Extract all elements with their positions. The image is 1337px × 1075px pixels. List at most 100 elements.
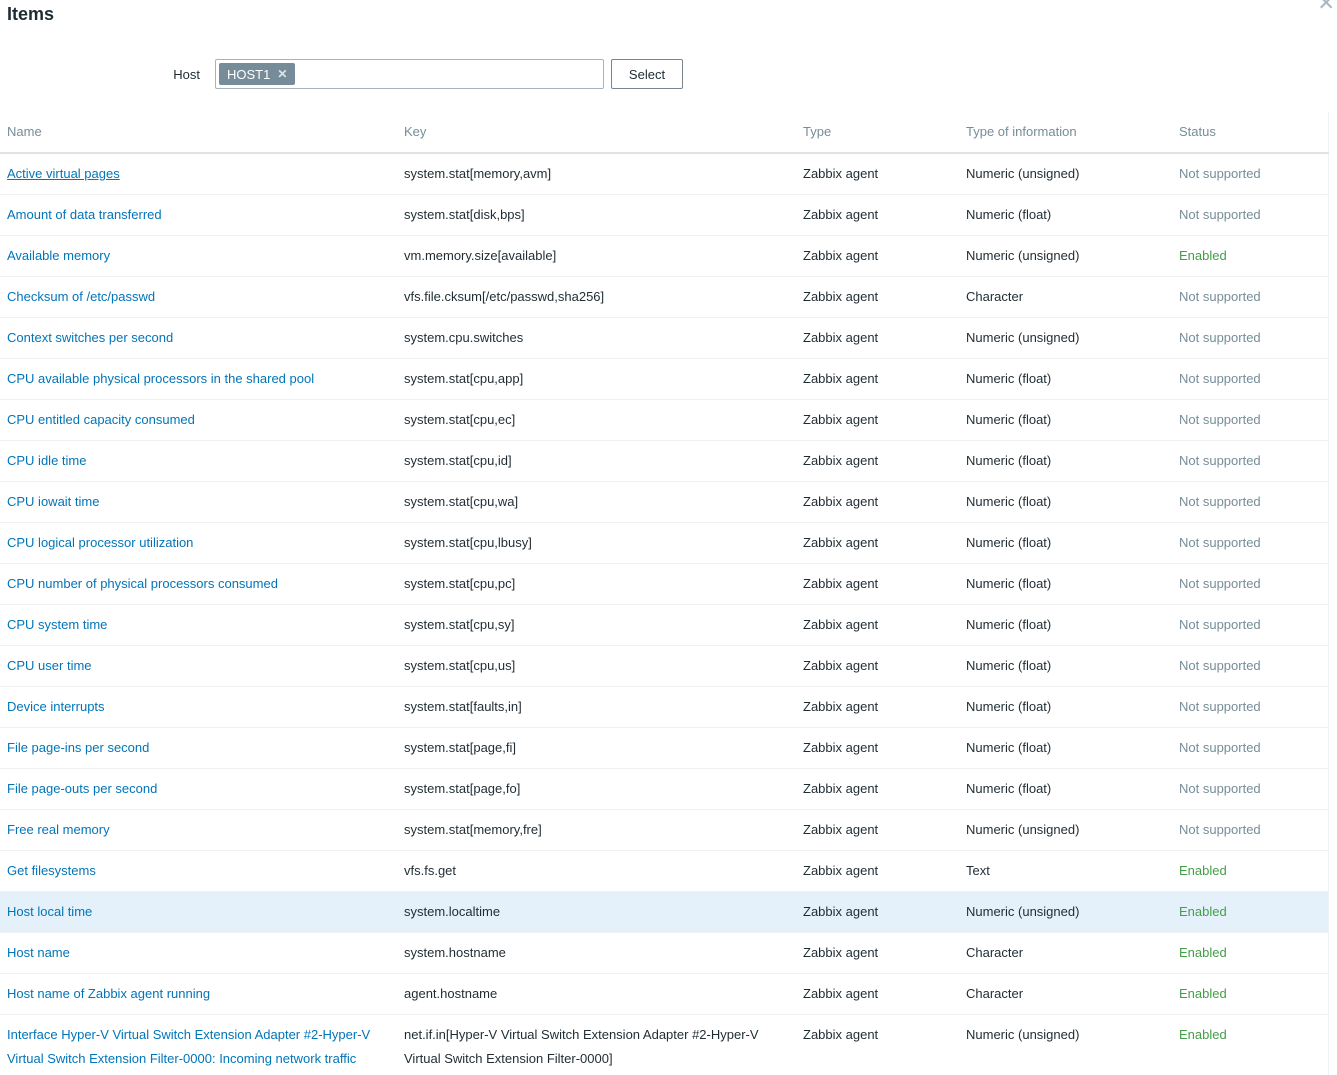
item-type-of-information: Numeric (float) (959, 727, 1172, 769)
status-badge: Not supported (1179, 330, 1261, 345)
item-type: Zabbix agent (796, 727, 959, 769)
item-type-of-information: Character (959, 276, 1172, 318)
item-key: system.stat[memory,fre] (397, 809, 796, 851)
item-type: Zabbix agent (796, 809, 959, 851)
dialog-title: Items (7, 4, 55, 24)
item-type: Zabbix agent (796, 317, 959, 359)
item-type: Zabbix agent (796, 973, 959, 1015)
status-badge: Not supported (1179, 658, 1261, 673)
table-row: Available memory vm.memory.size[available… (0, 235, 1328, 277)
item-name-link[interactable]: Context switches per second (7, 330, 174, 345)
item-name-cell: Host local time (0, 891, 397, 933)
status-badge: Not supported (1179, 617, 1261, 632)
column-header-name: Name (0, 112, 397, 154)
item-name-cell: CPU idle time (0, 440, 397, 482)
item-type-of-information: Numeric (float) (959, 604, 1172, 646)
status-badge: Not supported (1179, 166, 1261, 181)
item-name-link[interactable]: File page-outs per second (7, 781, 158, 796)
item-name-link[interactable]: Host local time (7, 904, 93, 919)
item-key: vfs.file.cksum[/etc/passwd,sha256] (397, 276, 796, 318)
item-status: Not supported (1172, 522, 1328, 564)
item-type-of-information: Numeric (float) (959, 399, 1172, 441)
item-type: Zabbix agent (796, 440, 959, 482)
item-name-cell: CPU system time (0, 604, 397, 646)
status-badge: Enabled (1179, 1027, 1227, 1042)
item-key: system.stat[faults,in] (397, 686, 796, 728)
item-key: system.stat[cpu,pc] (397, 563, 796, 605)
item-name-cell: CPU number of physical processors consum… (0, 563, 397, 605)
item-name-link[interactable]: Amount of data transferred (7, 207, 162, 222)
item-name-cell: Context switches per second (0, 317, 397, 359)
item-name-link[interactable]: File page-ins per second (7, 740, 150, 755)
item-name-link[interactable]: Get filesystems (7, 863, 96, 878)
item-type-of-information: Numeric (float) (959, 481, 1172, 523)
item-type-of-information: Numeric (float) (959, 768, 1172, 810)
item-status: Enabled (1172, 891, 1328, 933)
item-type: Zabbix agent (796, 276, 959, 318)
item-type: Zabbix agent (796, 522, 959, 564)
item-type: Zabbix agent (796, 1014, 959, 1075)
table-row: Checksum of /etc/passwd vfs.file.cksum[/e… (0, 276, 1328, 318)
table-row: CPU available physical processors in the… (0, 358, 1328, 400)
item-name-link[interactable]: Host name (7, 945, 70, 960)
item-status: Not supported (1172, 604, 1328, 646)
item-name-cell: CPU iowait time (0, 481, 397, 523)
item-type: Zabbix agent (796, 645, 959, 687)
item-type-of-information: Numeric (unsigned) (959, 891, 1172, 933)
item-name-link[interactable]: CPU system time (7, 617, 108, 632)
item-key: system.stat[cpu,app] (397, 358, 796, 400)
item-status: Not supported (1172, 768, 1328, 810)
status-badge: Enabled (1179, 945, 1227, 960)
item-type-of-information: Numeric (unsigned) (959, 235, 1172, 277)
item-type-of-information: Character (959, 973, 1172, 1015)
table-row: Active virtual pages system.stat[memory,a… (0, 153, 1328, 195)
item-name-link[interactable]: Available memory (7, 248, 111, 263)
item-name-cell: Host name of Zabbix agent running (0, 973, 397, 1015)
status-badge: Enabled (1179, 248, 1227, 263)
item-type-of-information: Character (959, 932, 1172, 974)
item-name-link[interactable]: Free real memory (7, 822, 110, 837)
item-type-of-information: Numeric (unsigned) (959, 317, 1172, 359)
item-type-of-information: Numeric (float) (959, 194, 1172, 236)
item-type-of-information: Numeric (float) (959, 686, 1172, 728)
host-multiselect-input[interactable]: HOST1 ✕ (215, 59, 604, 89)
item-type-of-information: Numeric (unsigned) (959, 809, 1172, 851)
status-badge: Not supported (1179, 453, 1261, 468)
item-key: system.stat[cpu,ec] (397, 399, 796, 441)
item-name-link[interactable]: CPU number of physical processors consum… (7, 576, 278, 591)
item-key: system.stat[page,fo] (397, 768, 796, 810)
item-type: Zabbix agent (796, 686, 959, 728)
item-name-link[interactable]: CPU logical processor utilization (7, 535, 194, 550)
item-name-cell: CPU entitled capacity consumed (0, 399, 397, 441)
item-status: Not supported (1172, 153, 1328, 195)
item-name-link[interactable]: Host name of Zabbix agent running (7, 986, 211, 1001)
item-type: Zabbix agent (796, 604, 959, 646)
item-type: Zabbix agent (796, 153, 959, 195)
host-filter-row: Host HOST1 ✕ Select (0, 59, 1337, 89)
table-header-row: Name Key Type Type of information Status (0, 112, 1328, 154)
table-row: Interface Hyper-V Virtual Switch Extensi… (0, 1014, 1328, 1075)
item-name-link[interactable]: Active virtual pages (7, 166, 120, 181)
item-name-link[interactable]: CPU available physical processors in the… (7, 371, 315, 386)
item-key: system.stat[cpu,wa] (397, 481, 796, 523)
item-status: Not supported (1172, 481, 1328, 523)
item-type-of-information: Numeric (float) (959, 563, 1172, 605)
close-icon[interactable]: ✕ (1317, 0, 1335, 15)
item-name-link[interactable]: CPU idle time (7, 453, 87, 468)
item-name-link[interactable]: Checksum of /etc/passwd (7, 289, 156, 304)
status-badge: Not supported (1179, 822, 1261, 837)
item-name-link[interactable]: CPU iowait time (7, 494, 100, 509)
status-badge: Not supported (1179, 412, 1261, 427)
item-key: system.hostname (397, 932, 796, 974)
item-status: Enabled (1172, 850, 1328, 892)
item-key: system.localtime (397, 891, 796, 933)
item-type: Zabbix agent (796, 358, 959, 400)
chip-remove-icon[interactable]: ✕ (277, 67, 288, 81)
host-chip-label: HOST1 (227, 66, 271, 82)
item-name-link[interactable]: CPU entitled capacity consumed (7, 412, 195, 427)
select-button[interactable]: Select (611, 59, 683, 89)
item-name-link[interactable]: Device interrupts (7, 699, 105, 714)
item-name-link[interactable]: CPU user time (7, 658, 92, 673)
table-row: Host local time system.localtime Zabbix ag… (0, 891, 1328, 933)
item-name-link[interactable]: Interface Hyper-V Virtual Switch Extensi… (7, 1027, 371, 1066)
